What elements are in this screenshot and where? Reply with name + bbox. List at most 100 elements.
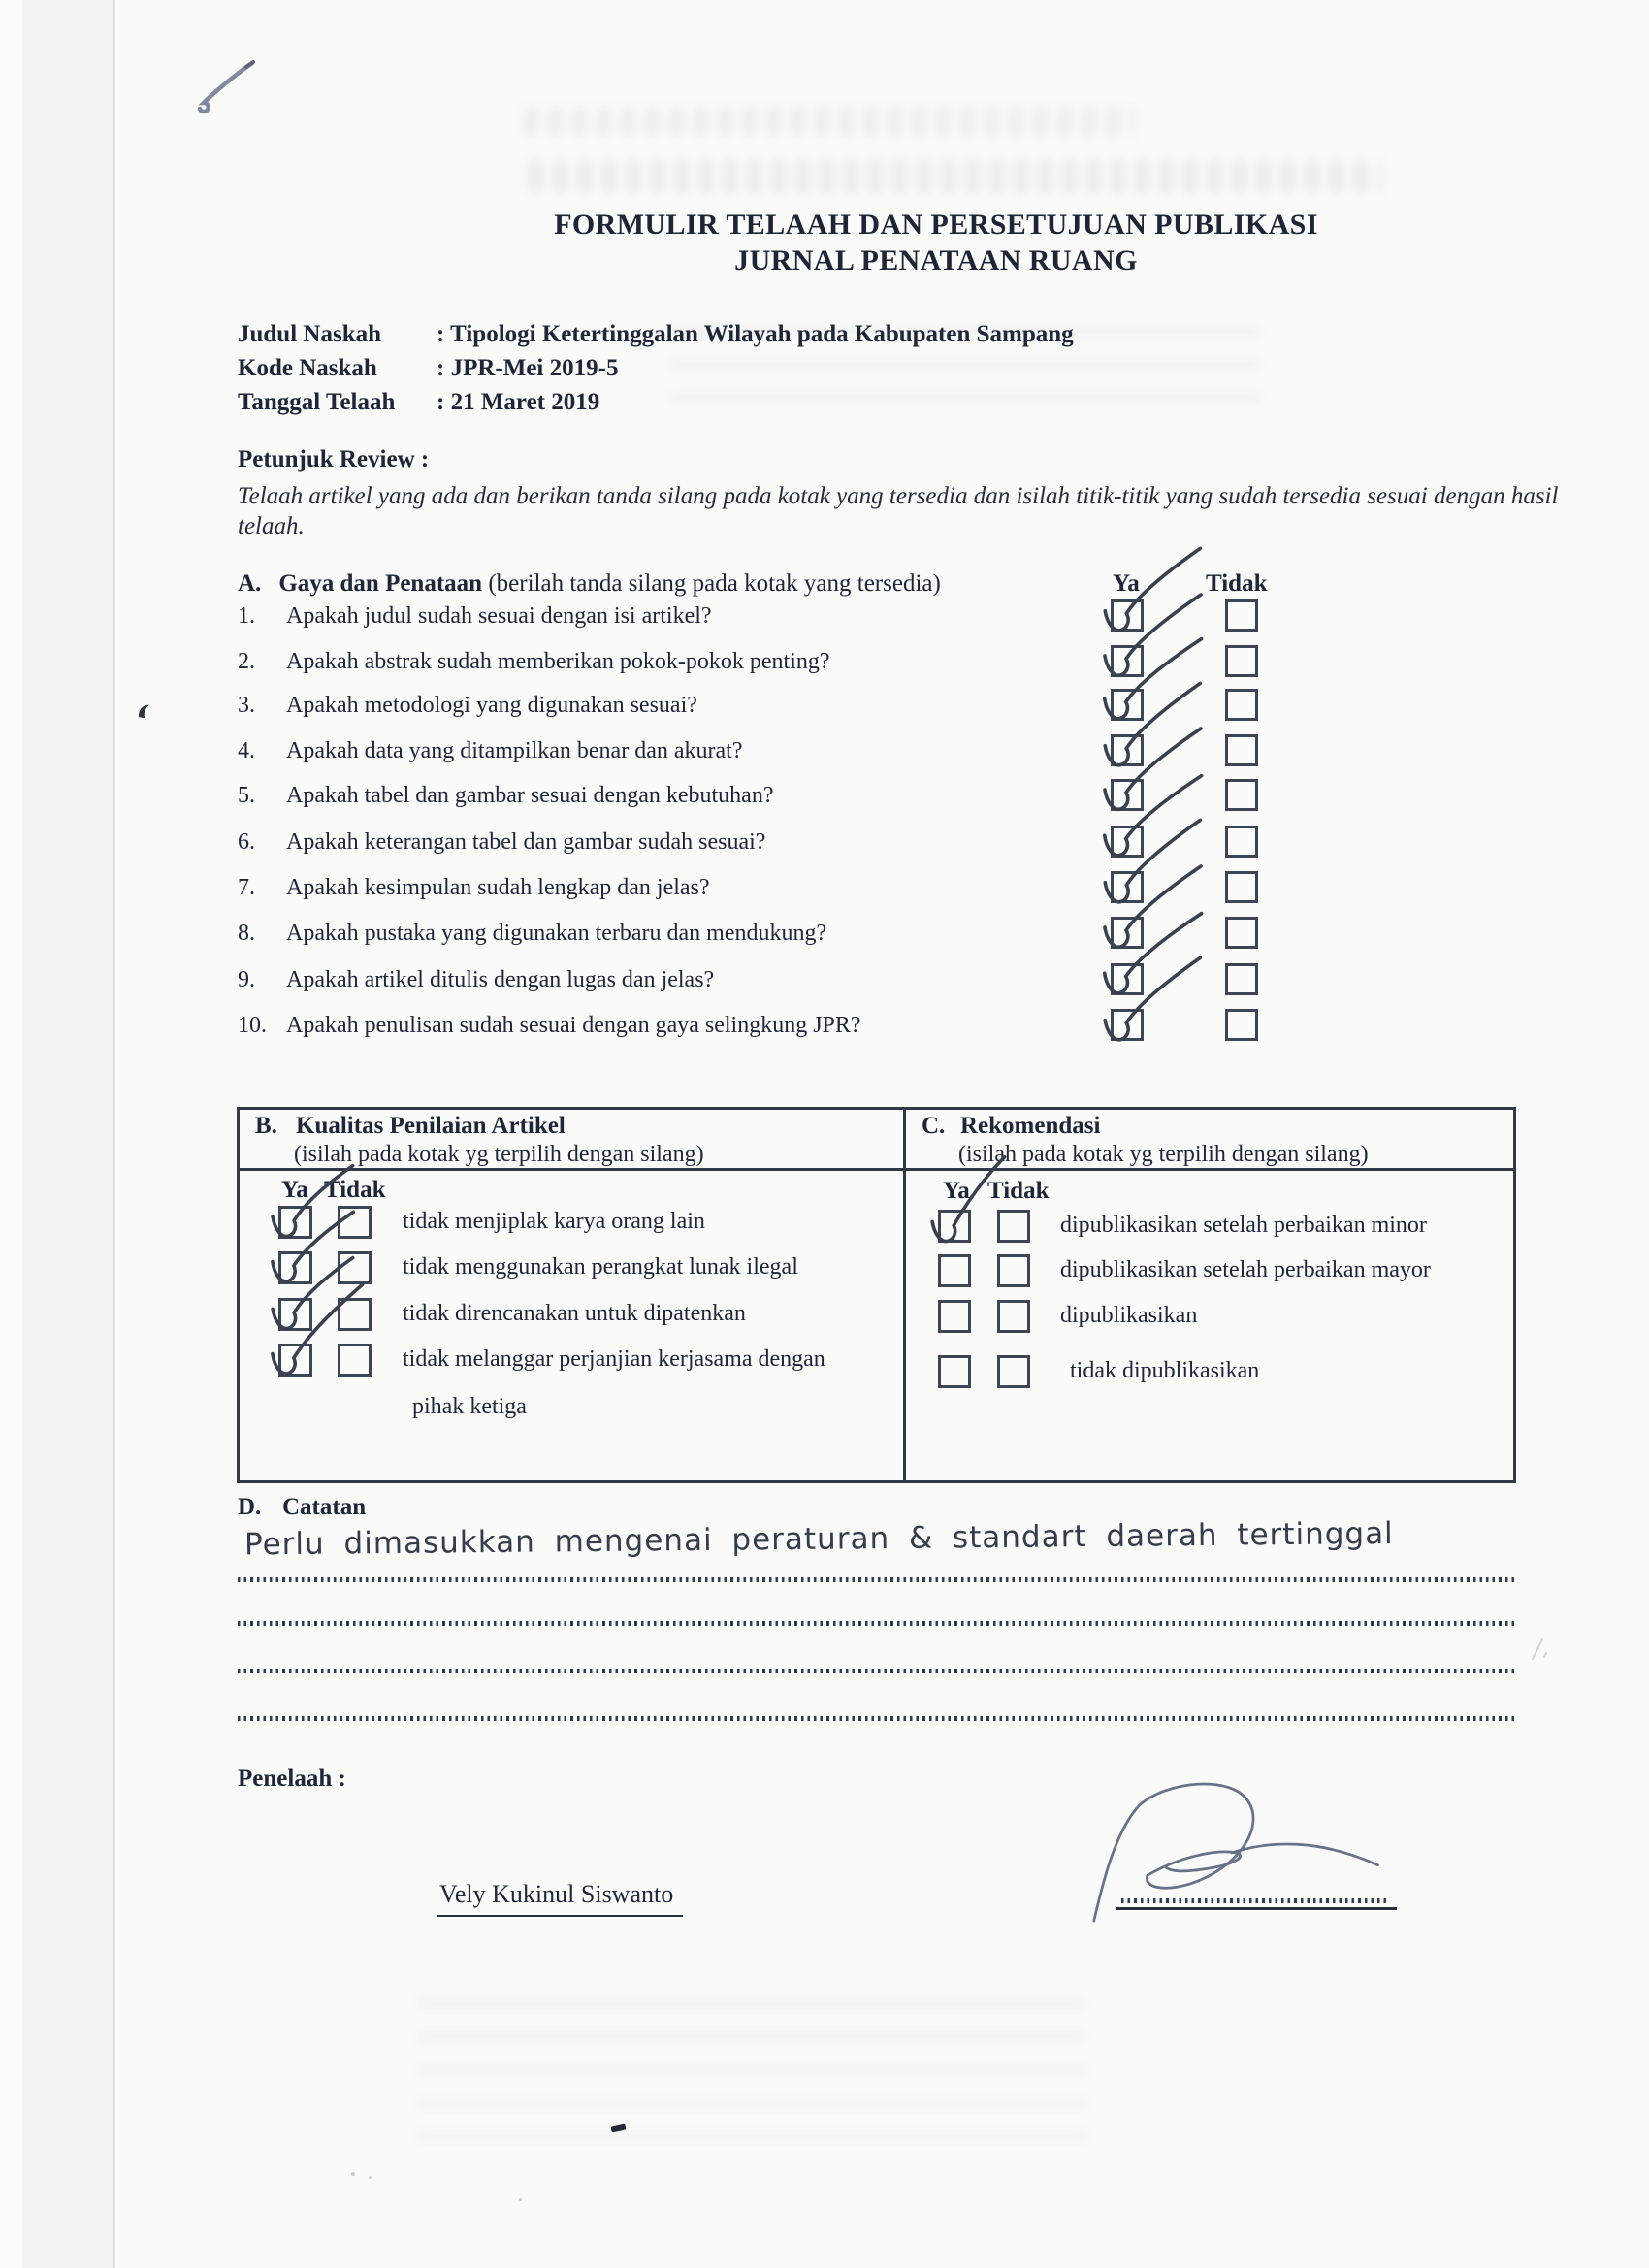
- metadata-label: Judul Naskah: [238, 321, 381, 347]
- checkbox-c4-tidak[interactable]: [997, 1355, 1030, 1388]
- handwritten-note: Perlu dimasukkan mengenai peraturan & st…: [243, 1516, 1394, 1563]
- section-a-title: Gaya dan Penataan: [278, 570, 483, 597]
- reviewer-label: Penelaah :: [238, 1766, 346, 1792]
- checkbox-c2-tidak[interactable]: [997, 1254, 1030, 1287]
- table-divider: [903, 1107, 906, 1483]
- question-text: Apakah keterangan tabel dan gambar sudah…: [286, 829, 766, 855]
- metadata-row: Tanggal Telaah: 21 Maret 2019: [238, 385, 1074, 419]
- checkbox-a7-tidak[interactable]: [1225, 871, 1258, 903]
- b-item-label-line2: pihak ketiga: [412, 1394, 527, 1419]
- checkbox-a2-tidak[interactable]: [1225, 645, 1258, 677]
- section-b-note: (isilah pada kotak yg terpilih dengan si…: [294, 1142, 704, 1167]
- checkbox-a4-tidak[interactable]: [1225, 734, 1258, 766]
- reviewer-name: Vely Kukinul Siswanto: [437, 1880, 684, 1917]
- checkbox-a3-ya[interactable]: [1111, 689, 1144, 721]
- scan-edge: [0, 0, 22, 2268]
- question-number: 6.: [238, 829, 255, 855]
- form-title-line1: FORMULIR TELAAH DAN PERSETUJUAN PUBLIKAS…: [554, 209, 1318, 241]
- section-b-letter: B.: [255, 1113, 277, 1139]
- question-text: Apakah artikel ditulis dengan lugas dan …: [286, 967, 715, 992]
- b-item-label: tidak menggunakan perangkat lunak ilegal: [403, 1254, 798, 1280]
- dotted-answer-line[interactable]: [238, 1621, 1516, 1626]
- checkbox-a10-tidak[interactable]: [1225, 1009, 1258, 1041]
- signature-line[interactable]: [1121, 1898, 1389, 1903]
- checkbox-a8-tidak[interactable]: [1225, 917, 1258, 949]
- c-column-header-ya: Ya: [943, 1178, 970, 1204]
- metadata-label: Kode Naskah: [238, 355, 377, 381]
- ink-speck: [351, 2172, 355, 2176]
- bleedthrough-ghost: [523, 107, 1136, 136]
- c-item-label: dipublikasikan setelah perbaikan mayor: [1060, 1257, 1431, 1282]
- question-number: 5.: [238, 783, 255, 808]
- checkbox-a10-ya[interactable]: [1111, 1009, 1144, 1041]
- column-header-ya: Ya: [1113, 570, 1140, 597]
- metadata-value: : Tipologi Ketertinggalan Wilayah pada K…: [436, 321, 1074, 347]
- question-number: 1.: [238, 603, 255, 629]
- metadata-row: Judul Naskah : Tipologi Ketertinggalan Wi…: [238, 317, 1074, 351]
- section-c-note: (isilah pada kotak yg terpilih dengan si…: [958, 1142, 1369, 1167]
- ink-dash-mark: [610, 2123, 627, 2133]
- question-text: Apakah metodologi yang digunakan sesuai?: [286, 693, 697, 718]
- metadata-row: Kode Naskah: JPR-Mei 2019-5: [238, 351, 1074, 385]
- b-item-label: tidak menjiplak karya orang lain: [403, 1209, 705, 1234]
- checkbox-a1-tidak[interactable]: [1225, 599, 1258, 632]
- table-header-separator: [237, 1168, 1516, 1171]
- section-b-title: Kualitas Penilaian Artikel: [296, 1113, 566, 1139]
- checkbox-a5-tidak[interactable]: [1225, 779, 1258, 811]
- metadata-label: Tanggal Telaah: [238, 389, 396, 415]
- checkbox-a1-ya[interactable]: [1111, 599, 1144, 632]
- section-c-title: Rekomendasi: [960, 1113, 1101, 1139]
- question-number: 10.: [238, 1013, 267, 1038]
- review-instructions-body: Telaah artikel yang ada dan berikan tand…: [238, 483, 1559, 539]
- checkbox-a4-ya[interactable]: [1111, 734, 1144, 766]
- bleedthrough-ghost: [529, 160, 1382, 193]
- ink-speck: [519, 2198, 522, 2201]
- b-column-header-ya: Ya: [281, 1177, 308, 1203]
- checkbox-a7-ya[interactable]: [1111, 871, 1144, 903]
- checkbox-a3-tidak[interactable]: [1225, 689, 1258, 721]
- scan-seam-line: [113, 0, 115, 2268]
- form-title: FORMULIR TELAAH DAN PERSETUJUAN PUBLIKAS…: [276, 207, 1596, 278]
- checkbox-a6-ya[interactable]: [1111, 826, 1144, 858]
- review-instructions-heading: Petunjuk Review :: [238, 446, 430, 472]
- dotted-answer-line[interactable]: [238, 1716, 1516, 1721]
- question-number: 7.: [238, 875, 255, 900]
- question-text: Apakah data yang ditampilkan benar dan a…: [286, 738, 743, 763]
- ink-comma-mark: [139, 704, 150, 719]
- section-d-letter: D.: [238, 1494, 262, 1520]
- question-text: Apakah abstrak sudah memberikan pokok-po…: [286, 649, 830, 674]
- dotted-answer-line[interactable]: [238, 1577, 1516, 1582]
- checkbox-a2-ya[interactable]: [1111, 645, 1144, 677]
- c-item-label: dipublikasikan: [1060, 1303, 1198, 1328]
- c-item-label: tidak dipublikasikan: [1070, 1358, 1260, 1383]
- b-column-header-tidak: Tidak: [324, 1177, 386, 1203]
- table-border: [237, 1107, 1516, 1483]
- question-number: 4.: [238, 738, 255, 763]
- question-text: Apakah tabel dan gambar sesuai dengan ke…: [286, 783, 774, 808]
- pen-slash-mark: [197, 60, 255, 114]
- section-a-letter: A.: [238, 570, 262, 597]
- signature-underline: [1116, 1907, 1397, 1910]
- column-header-tidak: Tidak: [1206, 570, 1268, 597]
- checkbox-c2-ya[interactable]: [938, 1254, 971, 1287]
- checkbox-a8-ya[interactable]: [1111, 917, 1144, 949]
- section-c-letter: C.: [922, 1113, 946, 1139]
- b-item-label: tidak melanggar perjanjian kerjasama den…: [403, 1346, 825, 1372]
- dotted-answer-line[interactable]: [238, 1669, 1516, 1673]
- question-text: Apakah judul sudah sesuai dengan isi art…: [286, 603, 712, 629]
- checkbox-c3-ya[interactable]: [938, 1300, 971, 1333]
- checkbox-c3-tidak[interactable]: [997, 1300, 1030, 1333]
- b-item-label: tidak direncanakan untuk dipatenkan: [403, 1301, 746, 1326]
- question-number: 8.: [238, 921, 255, 946]
- checkbox-c4-ya[interactable]: [938, 1355, 971, 1388]
- checkbox-a5-ya[interactable]: [1111, 779, 1144, 811]
- checkbox-a9-tidak[interactable]: [1225, 963, 1258, 995]
- scan-edge-strip: [22, 0, 113, 2268]
- section-a-note: (berilah tanda silang pada kotak yang te…: [488, 570, 941, 597]
- checkbox-a9-ya[interactable]: [1111, 963, 1144, 995]
- question-text: Apakah pustaka yang digunakan terbaru da…: [286, 921, 827, 946]
- ink-speck: [369, 2176, 372, 2179]
- question-number: 9.: [238, 967, 255, 992]
- checkbox-a6-tidak[interactable]: [1225, 826, 1258, 858]
